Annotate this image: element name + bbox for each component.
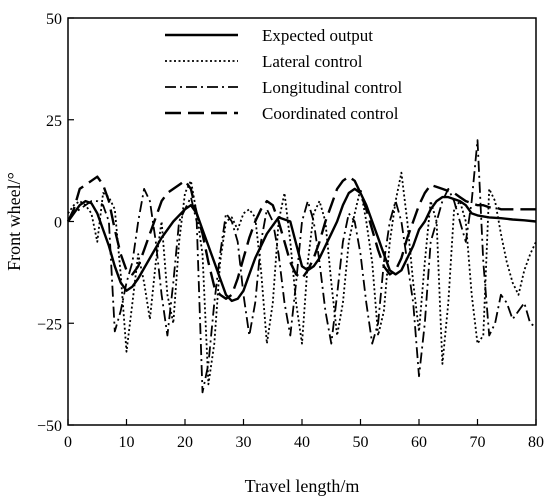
series-line-coordinated-control [66, 175, 536, 300]
x-tick-label: 40 [294, 434, 310, 451]
y-tick-label: −25 [37, 316, 62, 333]
x-tick-label: 0 [64, 434, 72, 451]
x-tick-label: 70 [470, 434, 486, 451]
y-tick-label: 25 [46, 113, 62, 130]
legend-label: Longitudinal control [262, 78, 403, 97]
x-axis-title: Travel length/m [245, 476, 360, 496]
x-tick-label: 80 [528, 434, 544, 451]
series-line-expected-output [67, 187, 537, 303]
x-tick-label: 20 [177, 434, 193, 451]
legend-label: Expected output [262, 26, 373, 45]
legend: Expected output Lateral control Longitudin… [165, 26, 403, 123]
y-tick-label: 50 [46, 11, 62, 28]
x-tick-label: 10 [119, 434, 135, 451]
legend-label: Lateral control [262, 52, 363, 71]
series-layer [66, 139, 537, 394]
x-tick-label: 60 [411, 434, 427, 451]
series-line-lateral-control [67, 171, 537, 386]
y-tick-label: −50 [37, 418, 62, 435]
x-tick-label: 30 [236, 434, 252, 451]
series-line-longitudinal-control [67, 139, 537, 394]
y-axis-title: Front wheel/° [4, 172, 24, 271]
axes: 0 10 20 30 40 50 60 70 80 50 25 0 −25 −50 [37, 11, 544, 451]
legend-label: Coordinated control [262, 104, 399, 123]
x-tick-label: 50 [353, 434, 369, 451]
y-tick-label: 0 [54, 215, 62, 232]
